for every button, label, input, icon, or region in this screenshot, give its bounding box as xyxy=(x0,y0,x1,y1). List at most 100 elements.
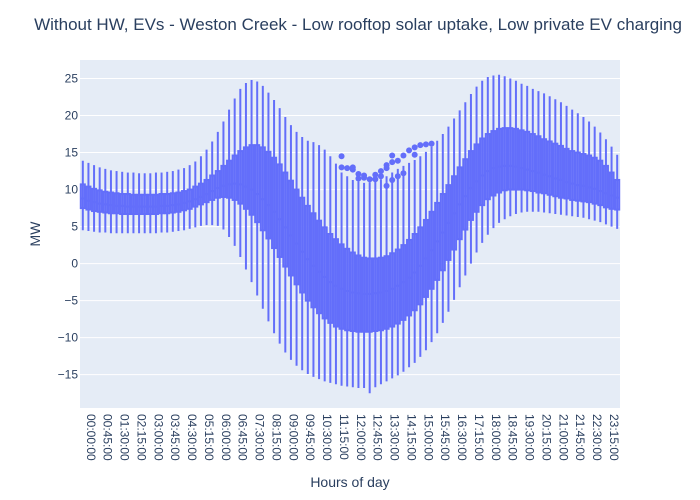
x-tick-label: 12:45:00 xyxy=(371,414,385,461)
box-iqr xyxy=(546,140,553,196)
box-iqr xyxy=(389,252,396,328)
outlier-point xyxy=(394,173,401,180)
box-18:15:00 xyxy=(490,75,497,229)
outlier-point xyxy=(377,173,384,180)
outlier-point xyxy=(338,164,345,171)
outlier-point xyxy=(383,162,390,169)
box-iqr xyxy=(574,151,581,202)
box-iqr xyxy=(113,192,120,215)
box-22:45:00 xyxy=(591,126,598,221)
x-axis-ticks: 00:00:00 00:45:00 01:30:00 02:15:00 03:00:00… xyxy=(84,414,621,461)
outlier-point xyxy=(400,152,407,159)
y-tick-label: 20 xyxy=(65,109,79,123)
box-iqr xyxy=(214,170,221,199)
x-tick-label: 15:45:00 xyxy=(438,414,452,461)
box-12:30:00 xyxy=(361,172,368,389)
x-tick-label: 10:30:00 xyxy=(320,414,334,461)
box-iqr xyxy=(158,193,165,215)
box-iqr xyxy=(203,178,210,204)
y-axis-ticks: 25 20 15 10 5 0 −5 −10 −15 xyxy=(58,72,79,382)
outlier-point xyxy=(394,157,401,164)
y-tick-label: −15 xyxy=(58,368,79,382)
box-iqr xyxy=(316,219,323,315)
box-iqr xyxy=(456,166,463,241)
box-01:30:00 xyxy=(113,171,120,234)
box-iqr xyxy=(591,156,598,205)
box-iqr xyxy=(462,158,469,231)
box-16:00:00 xyxy=(439,134,446,323)
outlier-point xyxy=(361,172,368,179)
box-08:30:00 xyxy=(271,99,278,334)
y-tick-label: 5 xyxy=(71,220,78,234)
x-tick-label: 09:00:00 xyxy=(286,414,300,461)
box-17:00:00 xyxy=(462,102,469,276)
box-20:00:00 xyxy=(529,88,536,212)
chart-title: Without HW, EVs - Weston Creek - Low roo… xyxy=(34,15,682,34)
box-19:15:00 xyxy=(512,80,519,215)
box-iqr xyxy=(91,187,98,213)
box-12:15:00 xyxy=(355,171,362,389)
box-iqr xyxy=(327,233,334,324)
outlier-point xyxy=(428,140,435,147)
outlier-point xyxy=(411,144,418,151)
box-23:00:00 xyxy=(597,132,604,223)
y-tick-label: 10 xyxy=(65,183,79,197)
box-iqr xyxy=(524,130,531,192)
box-21:00:00 xyxy=(552,99,559,215)
box-03:15:00 xyxy=(152,172,159,234)
box-02:30:00 xyxy=(136,173,143,234)
box-iqr xyxy=(226,159,233,199)
box-20:30:00 xyxy=(541,93,548,213)
outlier-point xyxy=(372,171,379,178)
box-04:00:00 xyxy=(169,171,176,232)
box-00:45:00 xyxy=(96,167,103,233)
box-iqr xyxy=(287,179,294,277)
box-18:00:00 xyxy=(484,77,491,235)
x-tick-label: 01:30:00 xyxy=(118,414,132,461)
box-iqr xyxy=(304,204,311,302)
box-iqr xyxy=(557,144,564,199)
box-iqr xyxy=(496,127,503,194)
box-iqr xyxy=(293,188,300,286)
box-iqr xyxy=(563,147,570,200)
box-iqr xyxy=(608,171,615,210)
y-axis-title: MW xyxy=(27,221,43,247)
x-tick-label: 23:15:00 xyxy=(607,414,621,461)
box-18:30:00 xyxy=(496,74,503,223)
box-07:00:00 xyxy=(237,88,244,257)
box-19:00:00 xyxy=(507,78,514,217)
x-tick-label: 05:15:00 xyxy=(202,414,216,461)
box-21:30:00 xyxy=(563,105,570,216)
box-iqr xyxy=(479,137,486,207)
outlier-point xyxy=(338,153,345,160)
y-tick-label: 15 xyxy=(65,146,79,160)
outlier-point xyxy=(411,151,418,158)
x-tick-label: 12:00:00 xyxy=(354,414,368,461)
box-iqr xyxy=(518,129,525,191)
box-iqr xyxy=(490,130,497,197)
x-tick-label: 15:00:00 xyxy=(421,414,435,461)
outlier-point xyxy=(389,152,396,159)
box-iqr xyxy=(271,156,278,250)
box-06:15:00 xyxy=(220,121,227,230)
box-series xyxy=(79,74,621,394)
outlier-point xyxy=(400,170,407,177)
box-iqr xyxy=(186,188,193,210)
box-04:15:00 xyxy=(175,169,182,232)
box-iqr xyxy=(130,193,137,216)
box-15:15:00 xyxy=(422,141,429,351)
box-16:15:00 xyxy=(445,126,452,312)
outlier-point xyxy=(389,176,396,183)
x-tick-label: 04:30:00 xyxy=(185,414,199,461)
box-07:15:00 xyxy=(242,82,249,270)
box-iqr xyxy=(147,193,154,216)
box-iqr xyxy=(231,154,238,201)
box-10:15:00 xyxy=(310,142,317,377)
x-tick-label: 02:15:00 xyxy=(134,414,148,461)
box-iqr xyxy=(541,138,548,195)
box-21:45:00 xyxy=(569,109,576,217)
box-05:45:00 xyxy=(209,141,216,226)
box-17:30:00 xyxy=(473,86,480,253)
x-tick-label: 00:45:00 xyxy=(101,414,115,461)
